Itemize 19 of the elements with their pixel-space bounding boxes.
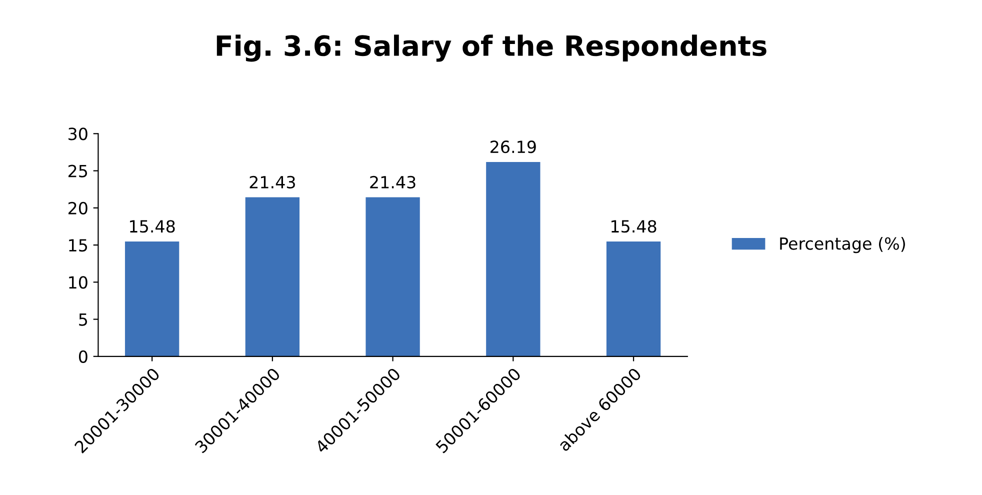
chart-title: Fig. 3.6: Salary of the Respondents bbox=[216, 34, 766, 62]
bar bbox=[245, 197, 300, 356]
data-label: 26.19 bbox=[490, 140, 536, 154]
y-tick-label: 20 bbox=[68, 202, 88, 214]
y-tick-label: 0 bbox=[78, 350, 88, 363]
data-label: 21.43 bbox=[250, 176, 295, 188]
data-label: 15.48 bbox=[130, 220, 175, 233]
bar bbox=[606, 241, 661, 356]
bar bbox=[486, 162, 540, 356]
y-tick-label: 30 bbox=[68, 128, 88, 140]
bar bbox=[366, 197, 420, 356]
y-tick-label: 5 bbox=[79, 313, 88, 326]
data-label: 15.48 bbox=[612, 220, 656, 233]
data-label: 21.43 bbox=[370, 176, 416, 188]
y-tick-label: 10 bbox=[69, 276, 88, 289]
bar bbox=[124, 241, 180, 356]
legend-label: Percentage (%) bbox=[780, 236, 905, 254]
y-tick-label: 15 bbox=[69, 239, 88, 252]
y-tick-label: 25 bbox=[68, 164, 88, 178]
